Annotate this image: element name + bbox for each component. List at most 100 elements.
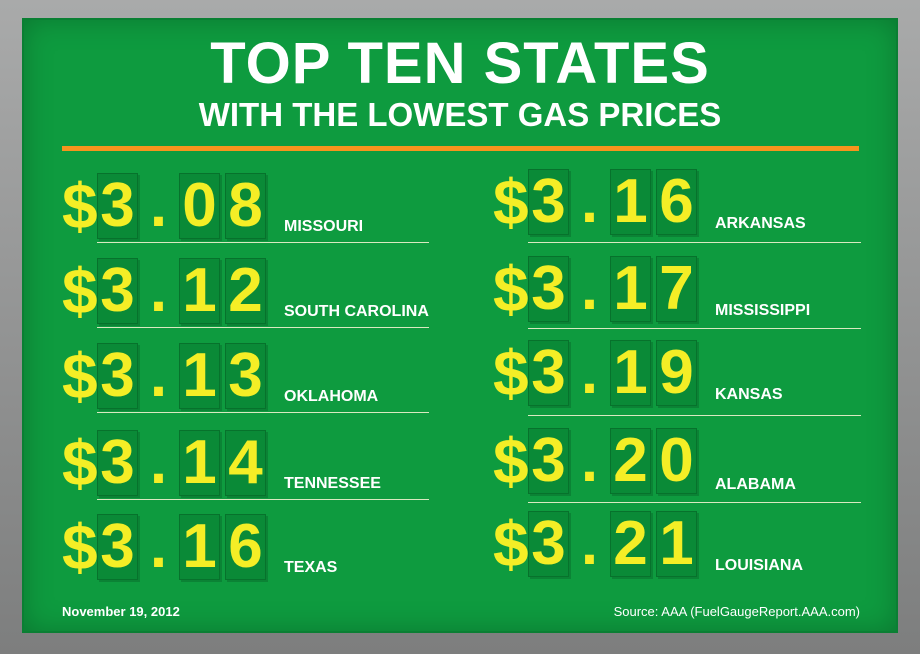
digit-tile <box>656 511 697 577</box>
dollar-sign: $ <box>493 337 529 409</box>
price-digit: 8 <box>228 171 263 240</box>
state-name: KANSAS <box>715 386 783 403</box>
price-digit: 0 <box>659 426 694 495</box>
digit-tile <box>656 256 697 322</box>
price-digit: 3 <box>531 338 566 407</box>
digit-tile <box>528 428 569 494</box>
digit-tile <box>225 258 266 324</box>
digit-tile <box>179 343 220 409</box>
price-digit: 3 <box>100 341 135 410</box>
digit-tile <box>179 430 220 496</box>
dollar-sign: $ <box>493 253 529 325</box>
state-name: MISSISSIPPI <box>715 302 811 319</box>
price-decimal: . <box>149 428 168 497</box>
row-divider <box>528 328 861 329</box>
price-decimal: . <box>580 167 599 236</box>
price-digit: 3 <box>100 256 135 325</box>
price-digit: 1 <box>613 167 648 236</box>
digit-tile <box>610 428 651 494</box>
date-label: November 19, 2012 <box>62 604 180 619</box>
price-digit: 1 <box>182 256 217 325</box>
digit-tile <box>610 511 651 577</box>
row-divider <box>97 327 429 328</box>
digit-tile <box>610 340 651 406</box>
state-name: ARKANSAS <box>715 215 806 232</box>
digit-tile <box>97 173 138 239</box>
row-divider <box>528 242 861 243</box>
price-digit: 1 <box>182 512 217 581</box>
title-divider <box>62 146 859 151</box>
dollar-sign: $ <box>62 170 98 242</box>
row-divider <box>97 242 429 243</box>
price-digit: 1 <box>182 428 217 497</box>
price-digit: 1 <box>613 254 648 323</box>
price-decimal: . <box>580 254 599 323</box>
price-decimal: . <box>149 512 168 581</box>
digit-tile <box>656 340 697 406</box>
price-decimal: . <box>580 426 599 495</box>
price-decimal: . <box>149 171 168 240</box>
state-name: MISSOURI <box>284 218 364 235</box>
price-digit: 2 <box>228 256 263 325</box>
dollar-sign: $ <box>62 340 98 412</box>
dollar-sign: $ <box>62 427 98 499</box>
price-digit: 7 <box>659 254 694 323</box>
price-digit: 1 <box>182 341 217 410</box>
state-name: LOUISIANA <box>715 557 803 574</box>
price-entry: $ 3 . 1 7 MISSISSIPPI <box>493 253 861 329</box>
digit-tile <box>528 340 569 406</box>
state-name: ALABAMA <box>715 476 796 493</box>
price-digit: 3 <box>531 167 566 236</box>
price-digit: 3 <box>100 171 135 240</box>
price-entry: $ 3 . 2 1 LOUISIANA <box>493 511 861 583</box>
page-subtitle: WITH THE LOWEST GAS PRICES <box>198 96 722 133</box>
price-digit: 4 <box>228 428 263 497</box>
price-digit: 3 <box>531 509 566 578</box>
price-entry: $ 3 . 1 9 KANSAS <box>493 337 861 416</box>
price-digit: 6 <box>228 512 263 581</box>
digit-tile <box>97 430 138 496</box>
state-name: SOUTH CAROLINA <box>284 303 429 320</box>
price-entry: $ 3 . 1 6 TEXAS <box>62 514 430 586</box>
dollar-sign: $ <box>493 425 529 497</box>
price-entry: $ 3 . 1 3 OKLAHOMA <box>62 343 430 415</box>
price-digit: 6 <box>659 167 694 236</box>
price-decimal: . <box>580 338 599 407</box>
digit-tile <box>179 173 220 239</box>
price-digit: 3 <box>531 426 566 495</box>
digit-tile <box>97 258 138 324</box>
price-digit: 9 <box>659 338 694 407</box>
price-entry: $ 3 . 2 0 ALABAMA <box>493 425 861 503</box>
price-entry: $ 3 . 1 4 TENNESSEE <box>62 430 430 502</box>
state-name: TEXAS <box>284 559 338 576</box>
digit-tile <box>528 169 569 235</box>
dollar-sign: $ <box>493 508 529 580</box>
digit-tile <box>528 256 569 322</box>
dollar-sign: $ <box>493 166 529 238</box>
price-decimal: . <box>580 509 599 578</box>
price-digit: 2 <box>613 509 648 578</box>
digit-tile <box>610 169 651 235</box>
digit-tile <box>97 343 138 409</box>
row-divider <box>97 412 429 413</box>
row-divider <box>97 499 429 500</box>
digit-tile <box>179 258 220 324</box>
price-digit: 3 <box>100 512 135 581</box>
price-digit: 3 <box>100 428 135 497</box>
source-label: Source: AAA (FuelGaugeReport.AAA.com) <box>613 604 860 619</box>
digit-tile <box>528 511 569 577</box>
digit-tile <box>225 343 266 409</box>
price-entry: $ 3 . 1 2 SOUTH CAROLINA <box>62 258 430 330</box>
digit-tile <box>97 514 138 580</box>
price-digit: 2 <box>613 426 648 495</box>
digit-tile <box>656 169 697 235</box>
price-board: TOP TEN STATES WITH THE LOWEST GAS PRICE… <box>22 18 898 633</box>
price-entry: $ 3 . 0 8 MISSOURI <box>62 173 430 245</box>
digit-tile <box>225 514 266 580</box>
state-name: TENNESSEE <box>284 475 381 492</box>
digit-tile <box>225 173 266 239</box>
state-name: OKLAHOMA <box>284 388 379 405</box>
price-digit: 1 <box>659 509 694 578</box>
price-decimal: . <box>149 256 168 325</box>
row-divider <box>528 415 861 416</box>
